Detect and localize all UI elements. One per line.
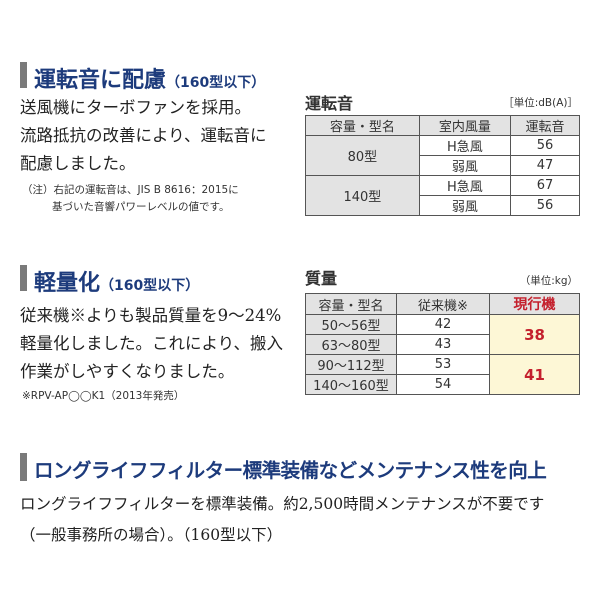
table2-unit: （単位:kg） [519, 275, 578, 287]
table-row: 弱風 56 [306, 195, 580, 216]
table-row: 140〜160型 54 [305, 374, 580, 395]
section2-heading: 軽量化（160型以下） [34, 271, 200, 296]
table-row: 90〜112型 53 41 [305, 354, 580, 395]
weight-table: 容量・型名 従来機※ 現行機 50〜56型 42 38 63〜80型 43 90〜112型… [305, 293, 580, 395]
table1-title: 運転音 [305, 94, 354, 113]
section-bar [20, 265, 27, 291]
section3-body: ロングライフフィルターを標準装備。約2,500時間メンテナンスが不要です （一般事… [20, 495, 545, 544]
table-row: 80型 H急風 56 [305, 135, 580, 176]
section3-heading: ロングライフフィルター標準装備などメンテナンス性を向上 [34, 459, 547, 482]
table2-title: 質量 [305, 269, 338, 288]
section-bar [20, 453, 27, 481]
section2-body: 従来機※よりも製品質量を9〜24% 軽量化しました。これにより、搬入 作業がしやすく… [20, 306, 284, 381]
table-row: 140型 H急風 67 [305, 175, 580, 216]
section-bar [20, 62, 27, 88]
section1-note: （注）右記の運転音は、JIS B 8616：2015に 基づいた音響パワーレベルの… [22, 184, 239, 213]
table1-unit: ［単位:dB(A)］ [503, 97, 578, 109]
section1-body: 送風機にターボファンを採用。 流路抵抗の改善により、運転音に 配慮しました。 [20, 98, 267, 173]
table-row: 63〜80型 43 [305, 334, 580, 355]
section1-heading: 運転音に配慮（160型以下） [34, 68, 266, 93]
noise-table: 容量・型名 室内風量 運転音 80型 H急風 56 弱風 47 140型 H急風 67 弱風 5… [305, 115, 580, 216]
table-row: 50〜56型 42 38 [305, 314, 580, 355]
section2-note: ※RPV-AP◯◯K1（2013年発売） [22, 390, 185, 402]
